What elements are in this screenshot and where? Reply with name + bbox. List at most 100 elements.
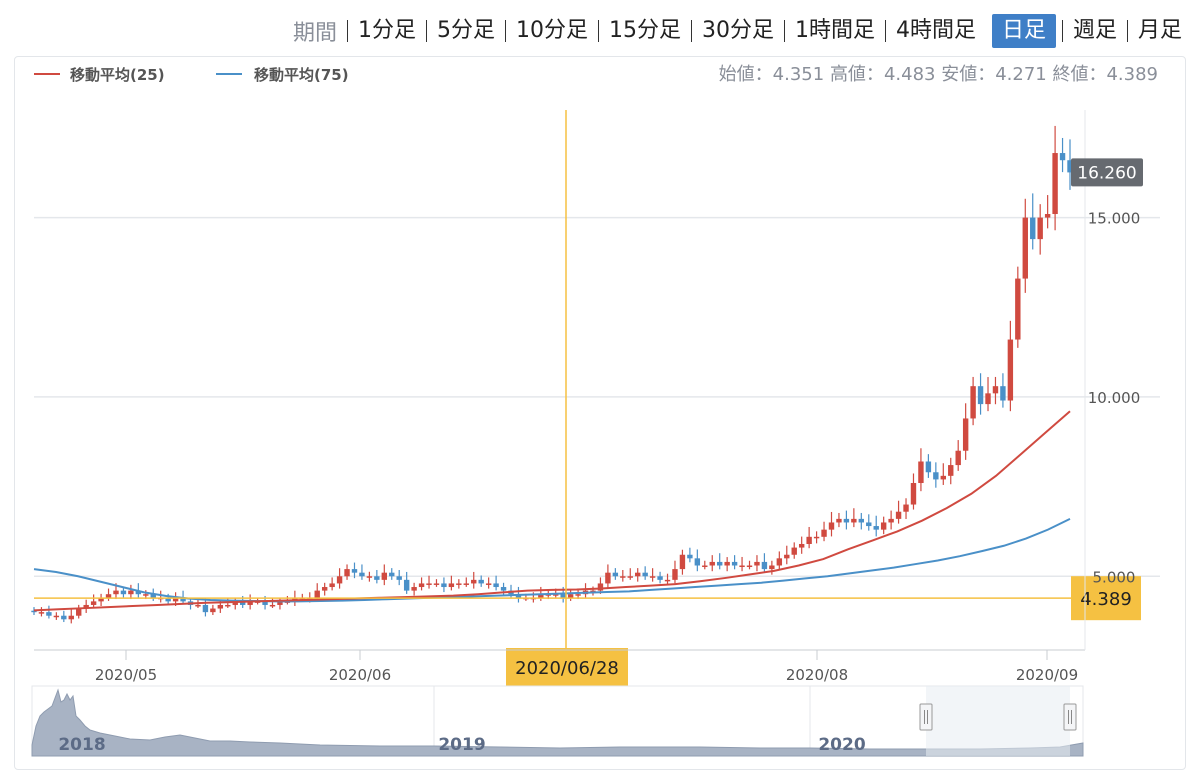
candle-body [500, 587, 507, 591]
candle-body [68, 615, 74, 620]
divider [346, 20, 348, 42]
axes: 2020/05 2020/06 2020/08 2020/09 15.000 10.000… [34, 110, 1143, 684]
period-monthly[interactable]: 月足 [1137, 18, 1182, 43]
candle-body [471, 579, 477, 584]
candle-body [806, 536, 812, 544]
candle-body [858, 518, 865, 523]
open-label: 始値： [719, 64, 773, 85]
last-price-badge [1071, 158, 1143, 187]
candle-body [664, 579, 671, 582]
navigator: 2018 2019 2020 [31, 685, 1084, 757]
close-value: 4.389 [1106, 64, 1158, 85]
candle-body [843, 518, 850, 523]
candle-body [433, 583, 440, 585]
candle-body [642, 572, 648, 577]
candle-body [746, 565, 753, 568]
candle-body [985, 393, 991, 405]
candle-body [590, 590, 596, 593]
period-5min[interactable]: 5分足 [436, 18, 495, 43]
crosshair: 4.389 2020/06/28 [34, 110, 1141, 686]
y-tick-label: 5.000 [1093, 568, 1136, 586]
open-value: 4.351 [773, 64, 825, 85]
ohlc-readout: 始値：4.351 高値：4.483 安値：4.271 終値：4.389 [719, 64, 1158, 85]
crosshair-date-badge [506, 648, 628, 686]
candle-body [76, 608, 82, 616]
candle-body [702, 565, 708, 568]
candle-body [873, 526, 879, 530]
divider [783, 20, 785, 42]
candle-body [113, 590, 119, 595]
x-tick-label: 2020/06 [329, 666, 391, 684]
candle-body [851, 518, 857, 523]
candle-body [389, 572, 395, 577]
close-label: 終値： [1052, 64, 1106, 85]
candle-body [672, 569, 678, 580]
candle-body [247, 601, 253, 605]
candle-body [635, 572, 641, 577]
period-daily[interactable]: 日足 [991, 14, 1056, 48]
candle-body [53, 615, 60, 618]
x-tick-label: 2020/08 [786, 666, 848, 684]
candle-body [813, 536, 820, 539]
period-10min[interactable]: 10分足 [515, 18, 588, 43]
period-15min[interactable]: 15分足 [608, 18, 681, 43]
candle-body [627, 576, 633, 578]
candle-body [657, 576, 663, 580]
x-tick-label: 2020/09 [1016, 666, 1078, 684]
period-1hour[interactable]: 1時間足 [794, 18, 875, 43]
high-label: 高値： [830, 64, 884, 85]
candle-body [195, 604, 201, 607]
candle-body [172, 597, 179, 602]
candle-body [321, 587, 328, 591]
candle-body [515, 594, 522, 598]
candle-body [962, 418, 969, 451]
period-4hour[interactable]: 4時間足 [895, 18, 976, 43]
candle-body [463, 583, 469, 585]
y-tick-label: 10.000 [1088, 389, 1141, 407]
x-tick-label: 2020/05 [95, 666, 157, 684]
candle-body [351, 569, 358, 573]
navigator-handle[interactable] [919, 703, 933, 731]
candle-body [1052, 153, 1058, 215]
candle-body [165, 597, 171, 602]
period-label: 期間 [292, 21, 337, 46]
candle-body [143, 594, 149, 596]
candle-body [441, 583, 447, 588]
candle-body [202, 604, 209, 613]
legend-ma75-label[interactable]: 移動平均(75) [254, 66, 349, 84]
candle-body [329, 583, 335, 588]
candle-body [970, 386, 976, 419]
legend-ma25-label[interactable]: 移動平均(25) [70, 66, 165, 84]
crosshair-price-label: 4.389 [1080, 589, 1132, 610]
candle-body [567, 594, 574, 598]
candle-body [366, 576, 373, 578]
candle-body [784, 554, 790, 559]
period-1min[interactable]: 1分足 [357, 18, 416, 43]
candle-body [605, 572, 611, 584]
candle-body [895, 511, 902, 519]
candle-body [649, 576, 656, 578]
candle-body [359, 572, 365, 577]
candle-body [46, 612, 52, 616]
navigator-handle[interactable] [1063, 703, 1077, 731]
candle-body [798, 543, 805, 548]
candle-body [866, 522, 872, 527]
candle-body [150, 594, 156, 598]
candle-body [1000, 386, 1006, 401]
candle-body [217, 604, 224, 609]
period-weekly[interactable]: 週足 [1072, 18, 1117, 43]
candle-body [105, 594, 112, 598]
candle-body [210, 608, 216, 613]
candle-body [754, 561, 760, 566]
candle-body [98, 597, 104, 602]
ma75-line [33, 517, 1071, 603]
crosshair-date-label: 2020/06/28 [515, 658, 619, 679]
candle-body [948, 465, 954, 476]
navigator-selection [926, 686, 1070, 756]
candle-body [128, 590, 134, 595]
candle-body [1030, 217, 1036, 240]
candles [31, 125, 1073, 624]
period-30min[interactable]: 30分足 [701, 18, 774, 43]
candle-body [83, 604, 89, 609]
